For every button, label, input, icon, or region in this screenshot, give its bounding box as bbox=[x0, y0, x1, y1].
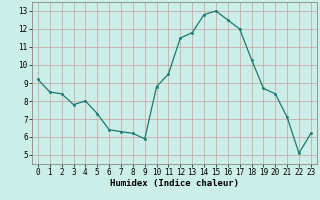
X-axis label: Humidex (Indice chaleur): Humidex (Indice chaleur) bbox=[110, 179, 239, 188]
